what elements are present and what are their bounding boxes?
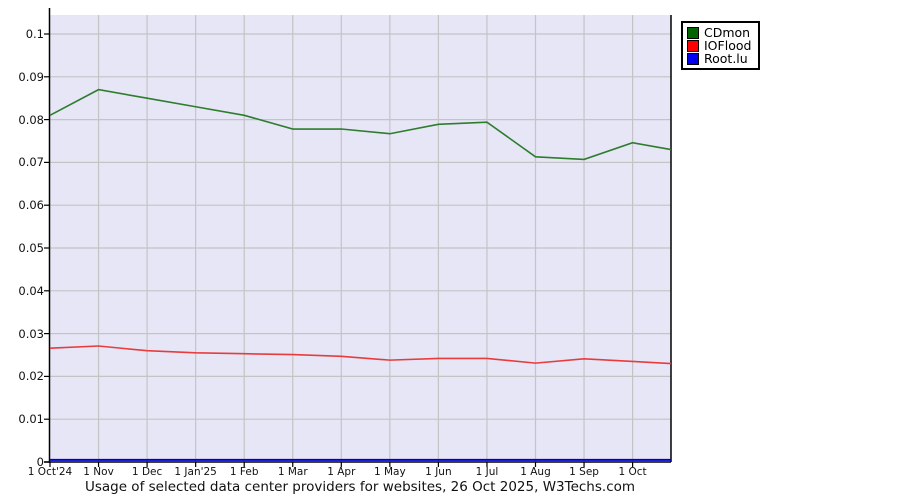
- cdmon-swatch-icon: [687, 26, 699, 39]
- legend-label-cdmon: CDmon: [704, 25, 751, 40]
- y-tick-label: 0.1: [25, 27, 44, 41]
- series-line-ioflood: [49, 345, 672, 365]
- y-tick-label: 0.06: [18, 198, 44, 213]
- legend-item-rootlu: Root.lu: [687, 52, 751, 65]
- y-tick-label: 0.04: [18, 283, 44, 298]
- x-tick-label: 1 May: [373, 466, 406, 478]
- y-tick-label: 0.07: [18, 155, 44, 170]
- legend-item-ioflood: IOFlood: [687, 39, 751, 52]
- x-tick-label: 1 Oct: [618, 466, 647, 478]
- x-tick-label: 1 Feb: [229, 466, 259, 478]
- x-tick-label: 1 Mar: [277, 466, 308, 478]
- y-tick-label: 0.01: [18, 412, 44, 427]
- ioflood-swatch-icon: [687, 39, 699, 52]
- x-tick-label: 1 Apr: [327, 466, 356, 478]
- legend: CDmon IOFlood Root.lu: [681, 21, 761, 70]
- x-tick-label: 1 Oct'24: [27, 466, 73, 478]
- y-tick-label: 0.08: [18, 112, 44, 127]
- rootlu-swatch-icon: [687, 52, 699, 65]
- chart-title: Usage of selected data center providers …: [84, 479, 636, 495]
- legend-label-ioflood: IOFlood: [704, 38, 752, 53]
- series-line-cdmon: [49, 88, 672, 161]
- x-tick-label: 1 Jul: [475, 466, 499, 478]
- legend-label-rootlu: Root.lu: [704, 51, 748, 66]
- x-tick-label: 1 Dec: [131, 466, 163, 478]
- y-tick-label: 0.09: [18, 69, 44, 84]
- y-tick-label: 0.03: [18, 326, 44, 341]
- x-tick-label: 1 Jun: [425, 466, 452, 478]
- y-tick-label: 0.02: [18, 369, 44, 384]
- x-tick-label: 1 Sep: [569, 466, 599, 478]
- y-tick-label: 0: [36, 455, 44, 469]
- x-tick-label: 1 Nov: [83, 466, 114, 478]
- x-tick-label: 1 Jan'25: [174, 466, 217, 478]
- x-tick-label: 1 Aug: [520, 466, 551, 478]
- y-tick-label: 0.05: [18, 241, 44, 255]
- plot-background: [50, 15, 671, 462]
- legend-item-cdmon: CDmon: [687, 26, 751, 39]
